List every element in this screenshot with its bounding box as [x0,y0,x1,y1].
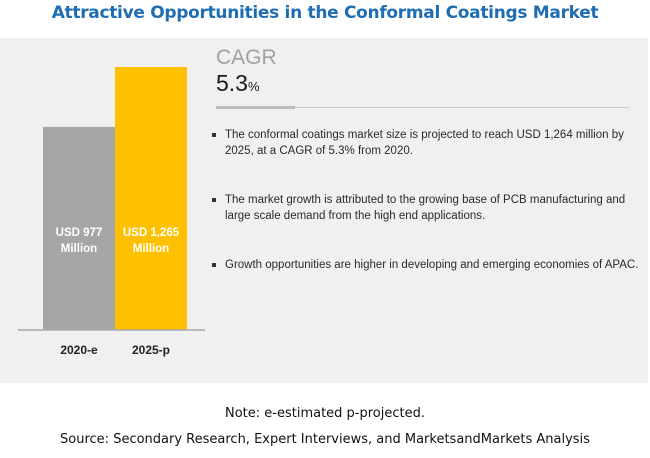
x-tick-label: 2025-p [132,343,170,357]
key-point: Growth opportunities are higher in devel… [210,257,640,273]
key-point: The conformal coatings market size is pr… [210,127,640,159]
bar-data-label: USD 1,265 [123,227,180,239]
bar-chart: USD 977 Million 2020-e USD 1,265 Million 2025… [18,67,205,357]
cagr-number: 5.3 [216,70,248,96]
source-note: Source: Secondary Research, Expert Inter… [60,432,590,447]
cagr-label: CAGR [216,46,277,69]
cagr-divider [216,107,629,108]
bar-2025-p [115,67,187,330]
page-title: Attractive Opportunities in the Conforma… [51,3,599,23]
bullet-icon [212,263,216,267]
cagr-value: 5.3% [216,70,260,97]
cagr-unit: % [247,79,260,94]
cagr-divider-accent [216,106,295,109]
bar-2020-e [43,126,115,330]
footnote: Note: e-estimated p-projected. [224,406,425,421]
bar-data-label: Million [133,243,169,255]
key-point-text: The conformal coatings market size is pr… [225,129,624,157]
key-point-text: Growth opportunities are higher in devel… [225,259,639,271]
key-point: The market growth is attributed to the g… [210,192,640,224]
bar-data-label: Million [61,243,97,255]
key-point-text: The market growth is attributed to the g… [225,194,626,222]
x-tick-label: 2020-e [60,343,98,357]
key-points-list: The conformal coatings market size is pr… [210,127,640,306]
bar-data-label: USD 977 [56,227,103,239]
bullet-icon [212,198,216,202]
bullet-icon [212,133,216,137]
